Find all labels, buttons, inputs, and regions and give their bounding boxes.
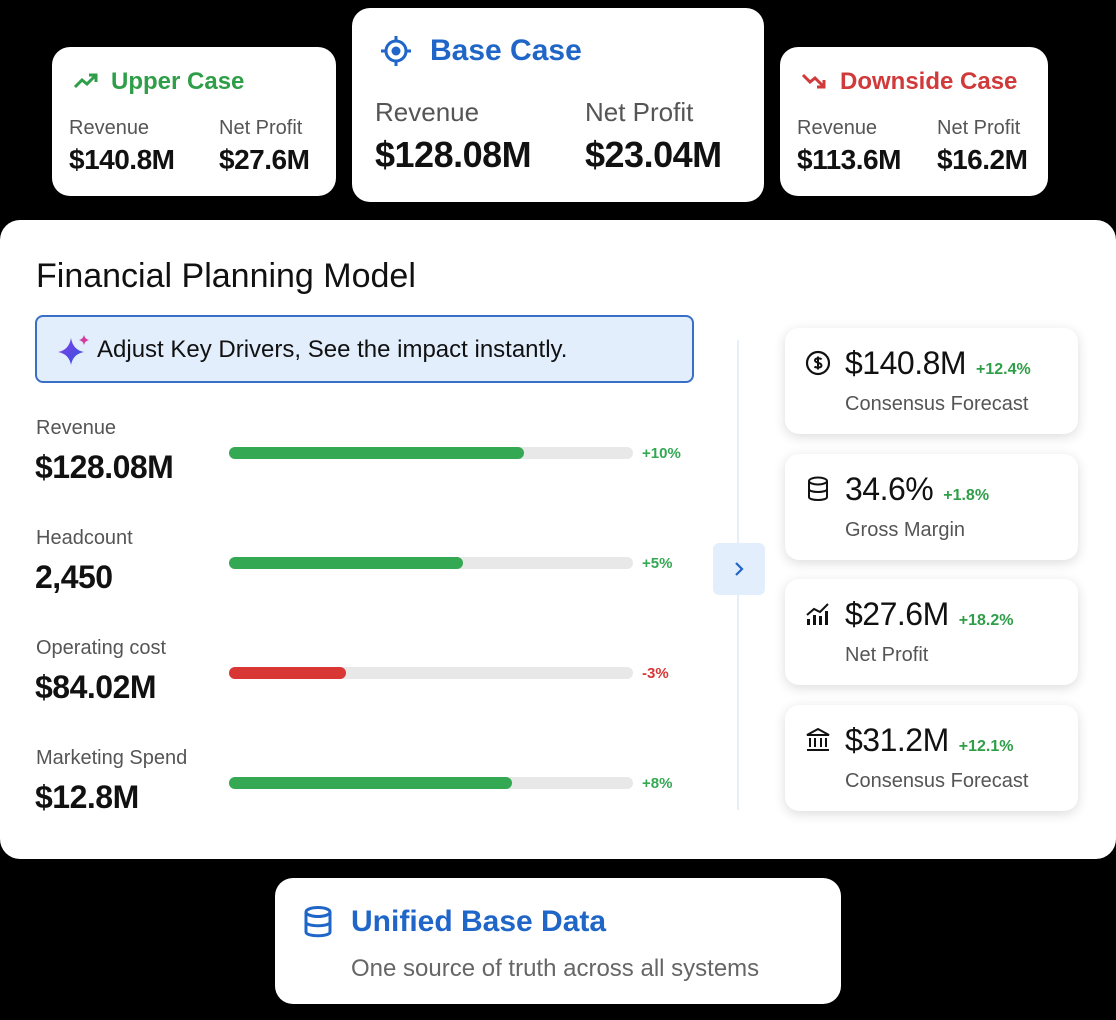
slider-track	[229, 777, 633, 789]
slider-track	[229, 667, 633, 679]
footer-subtitle: One source of truth across all systems	[351, 955, 760, 982]
target-icon	[381, 36, 411, 66]
kpi-label: Consensus Forecast	[845, 393, 1029, 415]
metric-label: Net Profit	[937, 117, 1021, 139]
dollar-icon	[805, 350, 831, 376]
metric-value: $128.08M	[375, 134, 532, 175]
model-panel: Financial Planning Model Adjust Key Driv…	[0, 220, 1116, 859]
slider-track	[229, 557, 633, 569]
banner: Adjust Key Drivers, See the impact insta…	[35, 315, 694, 383]
database-icon	[304, 906, 332, 938]
banner-text: Adjust Key Drivers, See the impact insta…	[97, 336, 568, 363]
database-icon	[808, 476, 828, 501]
driver-change: +5%	[642, 555, 673, 572]
driver-change: -3%	[642, 665, 669, 682]
metric-label: Net Profit	[219, 117, 303, 139]
footer-title: Unified Base Data	[351, 905, 607, 938]
metric-value: $140.8M	[69, 144, 175, 175]
metric-value: $23.04M	[585, 134, 722, 175]
slider-track	[229, 447, 633, 459]
driver-change: +10%	[642, 445, 681, 462]
metric-label: Revenue	[375, 97, 480, 127]
bank-icon	[806, 727, 830, 751]
driver-change: +8%	[642, 775, 673, 792]
chevron-icon	[735, 562, 744, 576]
kpi-row: 34.6% +1.8%	[845, 471, 989, 508]
metric-label: Net Profit	[585, 97, 694, 127]
kpi-change: +12.1%	[958, 737, 1014, 755]
base-case-card: Base Case Revenue $128.08M Net Profit $2…	[352, 8, 764, 202]
driver-label: Marketing Spend	[36, 747, 188, 769]
metric-value: $113.6M	[797, 144, 901, 175]
metric-label: Revenue	[797, 117, 878, 139]
trend-down-icon	[801, 73, 826, 89]
driver-value: $84.02M	[35, 669, 157, 705]
expand-button[interactable]	[713, 543, 765, 595]
driver-value: $12.8M	[35, 779, 139, 815]
footer-card: Unified Base Data One source of truth ac…	[275, 878, 841, 1004]
kpi-card: $31.2M +12.1% Consensus Forecast	[785, 704, 1078, 811]
kpi-value: $140.8M	[845, 345, 967, 381]
metric-label: Revenue	[69, 117, 150, 139]
downside-case-card: Downside Case Revenue $113.6M Net Profit…	[780, 47, 1048, 196]
driver-label: Revenue	[36, 417, 117, 439]
kpi-card: $27.6M +18.2% Net Profit	[785, 579, 1078, 685]
trend-up-icon	[73, 73, 98, 89]
slider-fill	[229, 777, 512, 789]
driver-label: Operating cost	[36, 637, 167, 659]
kpi-change: +1.8%	[943, 486, 990, 504]
kpi-card: 34.6% +1.8% Gross Margin	[785, 453, 1078, 560]
scenario-title: Upper Case	[111, 68, 245, 95]
slider-fill	[229, 447, 524, 459]
chart-icon	[806, 603, 829, 625]
kpi-change: +18.2%	[958, 612, 1014, 629]
kpi-card: $140.8M +12.4% Consensus Forecast	[785, 328, 1078, 434]
slider-fill	[229, 667, 347, 679]
kpi-row: $140.8M +12.4%	[845, 345, 1031, 382]
metric-value: $27.6M	[219, 144, 310, 175]
driver-value: $128.08M	[35, 449, 174, 485]
kpi-row: $27.6M +18.2%	[845, 596, 1013, 633]
scenario-title: Base Case	[430, 34, 582, 67]
kpi-label: Net Profit	[845, 644, 929, 666]
kpi-value: 34.6%	[845, 470, 934, 507]
upper-case-card: Upper Case Revenue $140.8M Net Profit $2…	[52, 47, 336, 196]
driver-label: Headcount	[36, 527, 133, 549]
metric-value: $16.2M	[937, 144, 1028, 175]
kpi-label: Gross Margin	[845, 518, 966, 541]
panel-title: Financial Planning Model	[36, 257, 416, 295]
kpi-value: $27.6M	[845, 596, 949, 632]
kpi-row: $31.2M +12.1%	[845, 722, 1013, 759]
driver-value: 2,450	[35, 559, 113, 595]
kpi-label: Consensus Forecast	[845, 769, 1029, 792]
kpi-value: $31.2M	[845, 721, 949, 758]
sparkle-icon	[58, 335, 89, 365]
kpi-change: +12.4%	[976, 361, 1031, 378]
slider-fill	[229, 557, 464, 569]
scenario-title: Downside Case	[840, 68, 1018, 95]
